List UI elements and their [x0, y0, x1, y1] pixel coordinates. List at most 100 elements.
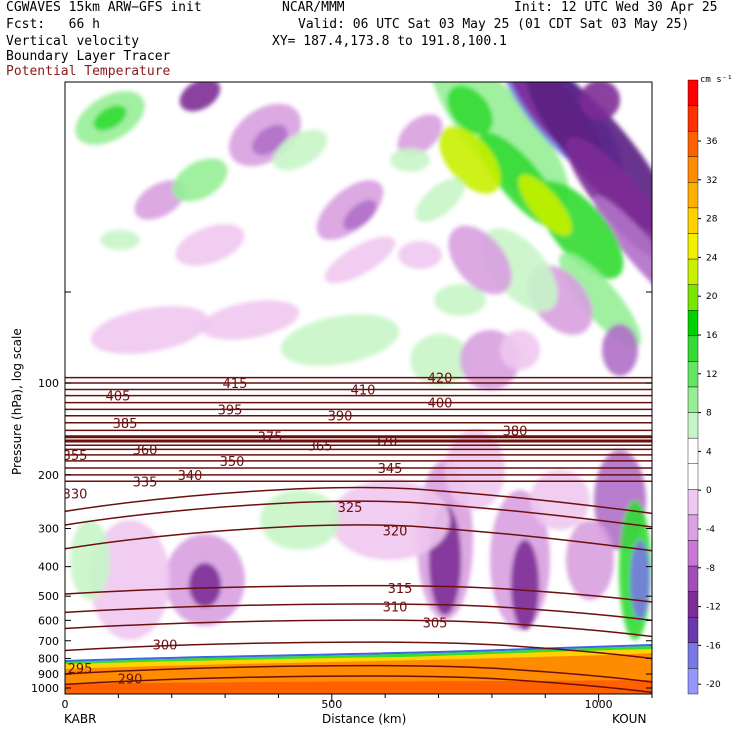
- colorbar-label: -4: [706, 525, 715, 535]
- colorbar-label: 4: [706, 447, 712, 457]
- org-label: NCAR/MMM: [282, 0, 345, 15]
- colorbar-swatch: [687, 642, 699, 669]
- y-tick-label: 100: [38, 377, 59, 390]
- vertical-velocity-fill: [65, 82, 652, 694]
- theta-contour: [65, 500, 652, 528]
- contour-label: 370: [373, 435, 398, 450]
- model-title: CGWAVES 15km ARW−GFS init: [6, 0, 202, 15]
- theta-contour: [65, 466, 652, 470]
- contour-label: 410: [351, 383, 376, 398]
- velocity-cell: [580, 82, 620, 120]
- velocity-cell: [410, 334, 470, 386]
- contour-label: 420: [428, 372, 453, 387]
- contour-label: 335: [133, 475, 158, 490]
- contour-label: 355: [63, 449, 88, 464]
- contour-label: 330: [63, 487, 88, 502]
- colorbar-swatch: [687, 617, 699, 644]
- velocity-cell: [434, 284, 486, 316]
- contour-label: 400: [428, 397, 453, 412]
- velocity-cell: [316, 180, 384, 240]
- velocity-cell: [566, 520, 614, 600]
- velocity-cell: [630, 540, 650, 620]
- velocity-cell: [448, 225, 512, 295]
- contour-label: 350: [220, 455, 245, 470]
- theta-contour: [65, 453, 652, 456]
- colorbar-swatch: [687, 540, 699, 567]
- velocity-cell: [390, 148, 430, 172]
- valid-time: Valid: 06 UTC Sat 03 May 25 (01 CDT Sat …: [298, 17, 690, 32]
- velocity-cell: [260, 490, 340, 550]
- y-tick-label: 500: [38, 590, 59, 603]
- colorbar-swatch: [687, 412, 699, 439]
- theta-contour: [65, 619, 652, 638]
- contour-label: 385: [113, 417, 138, 432]
- y-tick-label: 700: [38, 635, 59, 648]
- y-tick-label: 1000: [31, 682, 59, 695]
- colorbar-swatch: [687, 463, 699, 490]
- theta-contour: [65, 408, 652, 411]
- colorbar-swatch: [687, 335, 699, 362]
- velocity-cell: [172, 158, 228, 202]
- theta-contour: [65, 524, 652, 552]
- xy-coords: XY= 187.4,173.8 to 191.8,100.1: [272, 34, 507, 49]
- velocity-cell: [343, 200, 377, 230]
- contour-label: 300: [153, 638, 178, 653]
- colorbar-swatch: [687, 591, 699, 618]
- colorbar-label: -12: [706, 603, 721, 613]
- y-tick-label: 300: [38, 523, 59, 536]
- theta-contour: [65, 381, 652, 385]
- theta-contour: [65, 664, 652, 683]
- theta-contour: [65, 480, 652, 483]
- colorbar-swatch: [687, 489, 699, 516]
- colorbar-swatch: [687, 130, 699, 157]
- y-axis-label: Pressure (hPa), log scale: [10, 328, 24, 475]
- y-tick-label: 900: [38, 668, 59, 681]
- colorbar-label: 36: [706, 137, 718, 147]
- contour-label: 380: [503, 424, 528, 439]
- colorbar-swatch: [687, 514, 699, 541]
- velocity-cell: [593, 195, 652, 305]
- colorbar-label: 20: [706, 292, 718, 302]
- colorbar-label: -8: [706, 564, 715, 574]
- contour-label: 290: [118, 672, 143, 687]
- contour-label: 340: [178, 469, 203, 484]
- colorbar-label: 8: [706, 409, 712, 419]
- field-vertical-velocity: Vertical velocity: [6, 34, 140, 49]
- colorbar-swatch: [687, 437, 699, 464]
- colorbar-swatch: [687, 386, 699, 413]
- velocity-cell: [70, 520, 110, 600]
- contour-label: 310: [383, 600, 408, 615]
- colorbar-swatch: [687, 258, 699, 285]
- theta-contour: [65, 429, 652, 432]
- velocity-cell: [565, 137, 652, 263]
- contour-label: 345: [378, 462, 403, 477]
- velocity-cell: [397, 114, 443, 156]
- colorbar-label: 16: [706, 331, 718, 341]
- velocity-cell: [447, 85, 493, 135]
- colorbar-label: 12: [706, 370, 717, 380]
- velocity-cell: [439, 126, 501, 194]
- colorbar-label: -16: [706, 641, 721, 651]
- contour-label: 390: [328, 410, 353, 425]
- theta-contour: [65, 376, 652, 379]
- theta-contour: [65, 401, 652, 404]
- velocity-cell: [189, 563, 221, 607]
- velocity-cell: [500, 330, 540, 370]
- contour-label: 320: [383, 525, 408, 540]
- colorbar-unit: cm s⁻¹: [700, 75, 733, 85]
- theta-contour: [65, 439, 652, 443]
- y-tick-label: 200: [38, 469, 59, 482]
- y-tick-label: 400: [38, 561, 59, 574]
- velocity-cell: [280, 314, 400, 366]
- velocity-cell: [398, 241, 442, 269]
- theta-contour: [65, 641, 652, 660]
- theta-contour: [65, 388, 652, 391]
- velocity-cell: [175, 224, 245, 266]
- y-tick-label: 800: [38, 652, 59, 665]
- y-tick-label: 600: [38, 614, 59, 627]
- contour-label: 375: [258, 431, 283, 446]
- velocity-cell: [511, 540, 539, 630]
- theta-contour: [65, 603, 652, 622]
- theta-contour: [65, 414, 652, 417]
- velocity-cell: [324, 236, 396, 284]
